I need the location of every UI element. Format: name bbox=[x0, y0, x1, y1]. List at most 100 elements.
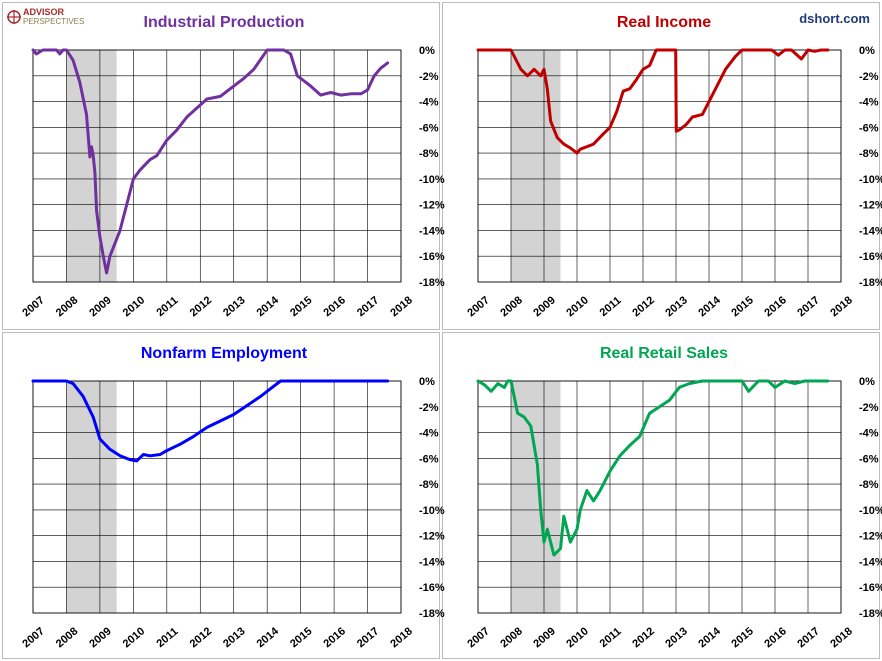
x-tick-label: 2014 bbox=[255, 625, 282, 650]
y-tick-label: -18% bbox=[859, 277, 882, 289]
y-tick-label: -8% bbox=[419, 148, 439, 160]
x-tick-label: 2009 bbox=[87, 294, 113, 319]
y-tick-label: -8% bbox=[419, 479, 439, 491]
y-tick-label: -6% bbox=[419, 453, 439, 465]
x-tick-label: 2018 bbox=[388, 294, 414, 319]
x-tick-label: 2007 bbox=[465, 294, 491, 319]
x-tick-label: 2011 bbox=[154, 294, 180, 319]
chart-title: Nonfarm Employment bbox=[141, 345, 308, 362]
y-tick-label: -16% bbox=[419, 251, 445, 263]
recession-band bbox=[511, 50, 561, 282]
y-tick-label: -16% bbox=[419, 582, 445, 594]
y-tick-label: -4% bbox=[419, 97, 439, 109]
y-tick-label: -2% bbox=[859, 402, 879, 414]
y-tick-label: -2% bbox=[419, 402, 439, 414]
x-tick-label: 2009 bbox=[531, 625, 557, 650]
x-tick-label: 2013 bbox=[663, 625, 689, 650]
y-tick-label: -4% bbox=[419, 428, 439, 440]
y-tick-label: -10% bbox=[859, 505, 882, 517]
y-tick-label: -10% bbox=[419, 174, 445, 186]
site-label: dshort.com bbox=[799, 11, 870, 26]
x-tick-label: 2014 bbox=[255, 294, 282, 319]
x-tick-label: 2010 bbox=[564, 625, 590, 650]
x-tick-label: 2007 bbox=[465, 625, 491, 650]
x-tick-label: 2015 bbox=[729, 294, 755, 319]
x-tick-label: 2011 bbox=[154, 625, 180, 650]
x-tick-label: 2018 bbox=[388, 625, 414, 650]
y-tick-label: -10% bbox=[859, 174, 882, 186]
y-tick-label: -8% bbox=[859, 479, 879, 491]
plot-area-border bbox=[32, 49, 402, 283]
x-tick-label: 2010 bbox=[121, 294, 147, 319]
x-tick-label: 2008 bbox=[498, 294, 524, 319]
x-tick-label: 2013 bbox=[663, 294, 689, 319]
plot-area-border bbox=[477, 380, 842, 614]
y-tick-label: 0% bbox=[419, 45, 435, 57]
x-tick-label: 2014 bbox=[696, 294, 723, 319]
x-tick-label: 2018 bbox=[828, 625, 854, 650]
x-tick-label: 2018 bbox=[828, 294, 854, 319]
advisor-perspectives-logo: ADVISOR PERSPECTIVES bbox=[7, 7, 84, 26]
x-tick-label: 2010 bbox=[564, 294, 590, 319]
series-line bbox=[31, 379, 390, 463]
x-tick-label: 2008 bbox=[54, 625, 80, 650]
y-tick-label: 0% bbox=[419, 376, 435, 388]
recession-band bbox=[66, 381, 117, 613]
series-line bbox=[476, 379, 830, 557]
x-tick-label: 2008 bbox=[54, 294, 80, 319]
x-tick-label: 2017 bbox=[795, 294, 821, 319]
y-tick-label: -8% bbox=[859, 148, 879, 160]
x-tick-label: 2016 bbox=[762, 294, 788, 319]
y-tick-label: -10% bbox=[419, 505, 445, 517]
y-tick-label: -18% bbox=[419, 277, 445, 289]
x-tick-label: 2012 bbox=[630, 294, 656, 319]
chart-title: Industrial Production bbox=[144, 14, 305, 31]
x-tick-label: 2009 bbox=[87, 625, 113, 650]
y-tick-label: -6% bbox=[859, 453, 879, 465]
logo-line1: ADVISOR bbox=[23, 7, 65, 17]
chart-title: Real Retail Sales bbox=[600, 345, 728, 362]
logo-line2: PERSPECTIVES bbox=[23, 17, 84, 26]
x-tick-label: 2016 bbox=[762, 625, 788, 650]
series-line bbox=[31, 48, 390, 275]
x-tick-label: 2009 bbox=[531, 294, 557, 319]
y-tick-label: -2% bbox=[419, 71, 439, 83]
y-tick-label: -12% bbox=[859, 200, 882, 212]
plot-area-border bbox=[32, 380, 402, 614]
y-tick-label: -16% bbox=[859, 251, 882, 263]
y-tick-label: -6% bbox=[419, 122, 439, 134]
y-tick-label: -12% bbox=[419, 531, 445, 543]
y-tick-label: -12% bbox=[859, 531, 882, 543]
y-tick-label: -14% bbox=[859, 556, 882, 568]
recession-band bbox=[511, 381, 561, 613]
y-tick-label: -6% bbox=[859, 122, 879, 134]
x-tick-label: 2015 bbox=[288, 294, 314, 319]
y-tick-label: -14% bbox=[419, 225, 445, 237]
x-tick-label: 2017 bbox=[355, 625, 381, 650]
x-tick-label: 2015 bbox=[729, 625, 755, 650]
x-tick-label: 2016 bbox=[321, 294, 347, 319]
x-tick-label: 2011 bbox=[598, 294, 624, 319]
recession-band bbox=[66, 50, 117, 282]
y-tick-label: -2% bbox=[859, 71, 879, 83]
x-tick-label: 2014 bbox=[696, 625, 723, 650]
x-tick-label: 2012 bbox=[630, 625, 656, 650]
x-tick-label: 2013 bbox=[221, 294, 247, 319]
y-tick-label: -14% bbox=[859, 225, 882, 237]
x-tick-label: 2017 bbox=[795, 625, 821, 650]
x-tick-label: 2007 bbox=[20, 625, 46, 650]
y-tick-label: 0% bbox=[859, 376, 875, 388]
chart-title: Real Income bbox=[617, 14, 711, 31]
x-tick-label: 2013 bbox=[221, 625, 247, 650]
y-tick-label: -14% bbox=[419, 556, 445, 568]
x-tick-label: 2011 bbox=[598, 625, 624, 650]
x-tick-label: 2012 bbox=[188, 625, 214, 650]
x-tick-label: 2008 bbox=[498, 625, 524, 650]
x-tick-label: 2017 bbox=[355, 294, 381, 319]
y-tick-label: -4% bbox=[859, 97, 879, 109]
x-tick-label: 2015 bbox=[288, 625, 314, 650]
y-tick-label: 0% bbox=[859, 45, 875, 57]
y-tick-label: -18% bbox=[419, 608, 445, 620]
y-tick-label: -16% bbox=[859, 582, 882, 594]
y-tick-label: -12% bbox=[419, 200, 445, 212]
